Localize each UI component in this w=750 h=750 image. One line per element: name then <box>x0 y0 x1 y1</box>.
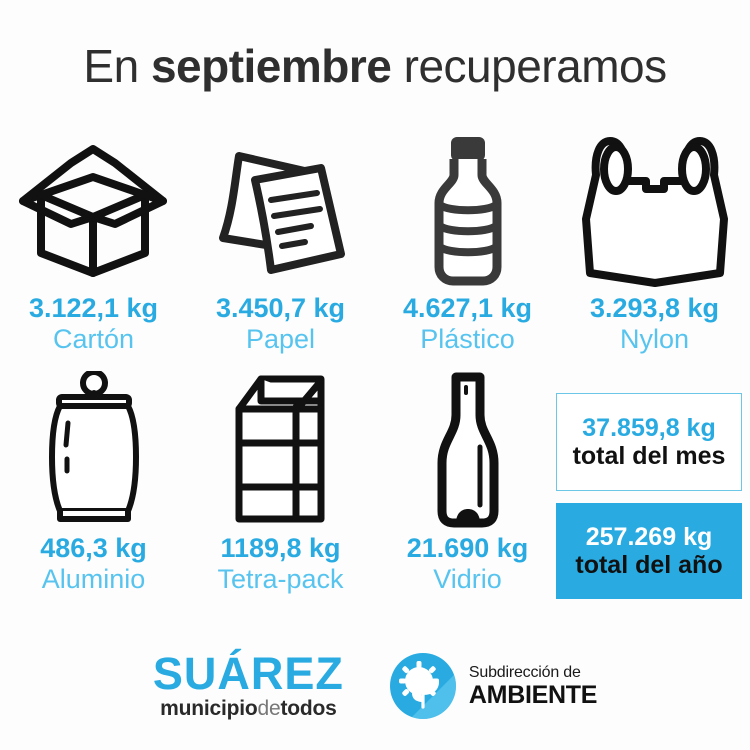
plastic-bottle-icon <box>413 128 523 293</box>
department-line-2: AMBIENTE <box>468 680 598 709</box>
total-year-caption: total del año <box>575 550 723 579</box>
gear-plant-icon <box>389 653 456 719</box>
material-label: Papel <box>245 324 316 354</box>
municipality-logo: SUÁREZ municipiodetodos <box>153 651 344 721</box>
brand-tagline-part-2: de <box>257 697 281 720</box>
page-title: En septiembre recuperamos <box>0 38 750 94</box>
total-year-box: 257.269 kg total del año <box>556 503 742 599</box>
material-value: 3.122,1 kg <box>28 293 159 323</box>
title-suffix: recuperamos <box>391 40 667 92</box>
department-line-1: Subdirección de <box>468 663 581 681</box>
material-cell-papel: 3.450,7 kg Papel <box>187 128 374 355</box>
materials-row-2: 486,3 kg Aluminio 1189,8 kg <box>0 368 750 595</box>
department-text: Subdirección de AMBIENTE <box>468 663 598 709</box>
material-value: 486,3 kg <box>40 533 147 563</box>
total-month-box: 37.859,8 kg total del mes <box>556 393 742 491</box>
brand-tagline-part-1: municipio <box>160 697 258 720</box>
paper-sheets-icon <box>201 128 361 293</box>
material-cell-aluminio: 486,3 kg Aluminio <box>0 368 187 595</box>
material-value: 3.450,7 kg <box>215 293 346 323</box>
material-label: Cartón <box>52 324 135 354</box>
material-label: Aluminio <box>41 564 146 594</box>
environment-department-logo: Subdirección de AMBIENTE <box>389 653 598 719</box>
material-cell-tetrapack: 1189,8 kg Tetra-pack <box>187 368 374 595</box>
material-cell-nylon: 3.293,8 kg Nylon <box>561 128 748 355</box>
material-value: 1189,8 kg <box>220 533 341 563</box>
material-label: Nylon <box>619 324 690 354</box>
aluminum-can-icon <box>34 368 154 533</box>
material-cell-vidrio: 21.690 kg Vidrio <box>374 368 561 595</box>
cardboard-box-icon <box>11 128 176 293</box>
total-year-value: 257.269 kg <box>585 522 713 551</box>
nylon-bag-icon <box>580 128 730 293</box>
footer: SUÁREZ municipiodetodos <box>0 636 750 736</box>
materials-row-1: 3.122,1 kg Cartón 3.450 <box>0 128 750 355</box>
material-label: Plástico <box>420 324 515 354</box>
material-value: 3.293,8 kg <box>589 293 720 323</box>
brand-tagline-part-3: todos <box>280 697 337 720</box>
total-month-caption: total del mes <box>572 441 726 470</box>
brand-tagline: municipiodetodos <box>160 697 337 721</box>
material-label: Tetra-pack <box>217 564 344 594</box>
material-cell-carton: 3.122,1 kg Cartón <box>0 128 187 355</box>
title-prefix: En <box>83 40 151 92</box>
material-label: Vidrio <box>433 564 502 594</box>
material-value: 4.627,1 kg <box>402 293 533 323</box>
glass-bottle-icon <box>418 368 518 533</box>
total-month-value: 37.859,8 kg <box>582 413 716 442</box>
material-cell-plastico: 4.627,1 kg Plástico <box>374 128 561 355</box>
tetra-pack-carton-icon <box>221 368 341 533</box>
material-value: 21.690 kg <box>406 533 529 563</box>
brand-name: SUÁREZ <box>152 648 344 699</box>
title-month: septiembre <box>150 40 392 92</box>
